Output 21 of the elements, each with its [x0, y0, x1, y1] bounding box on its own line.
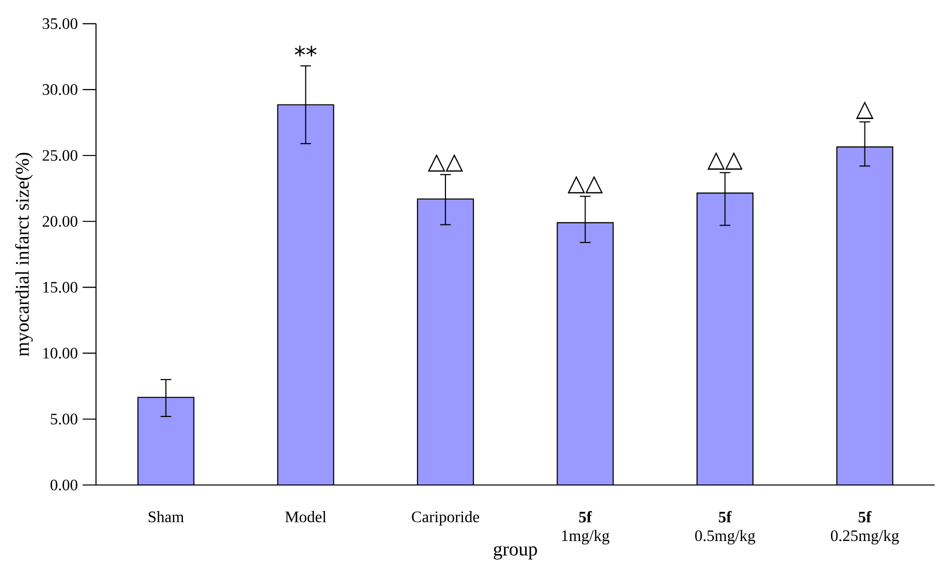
annotation: △△ [707, 152, 743, 170]
x-axis-title: group [494, 546, 537, 560]
annotation: △△ [568, 176, 603, 194]
x-tick-label: Sham [148, 511, 184, 522]
y-tick-label: 35.00 [42, 18, 78, 30]
y-tick-label: 30.00 [42, 84, 78, 96]
x-tick-label: 5f 0.5mg/kg [695, 511, 756, 544]
x-tick-label: 5f 0.25mg/kg [830, 511, 899, 544]
annotation: △△ [428, 154, 464, 172]
y-tick-label: 20.00 [42, 216, 78, 227]
y-tick-label: 5.00 [50, 414, 78, 425]
y-tick-label: 10.00 [43, 348, 78, 359]
annotation: △ [856, 101, 874, 119]
x-tick-label: Cariporide [412, 511, 480, 526]
y-tick-label: 25.00 [42, 150, 78, 161]
y-tick-label: 15.00 [43, 282, 78, 293]
y-axis-title: myocardial infarct size(%) [15, 152, 33, 356]
x-tick-label: 5f 1mg/kg [562, 511, 610, 544]
annotation: ** [294, 46, 317, 56]
y-tick-label: 0.00 [50, 480, 78, 490]
x-tick-label: Model [285, 511, 326, 522]
